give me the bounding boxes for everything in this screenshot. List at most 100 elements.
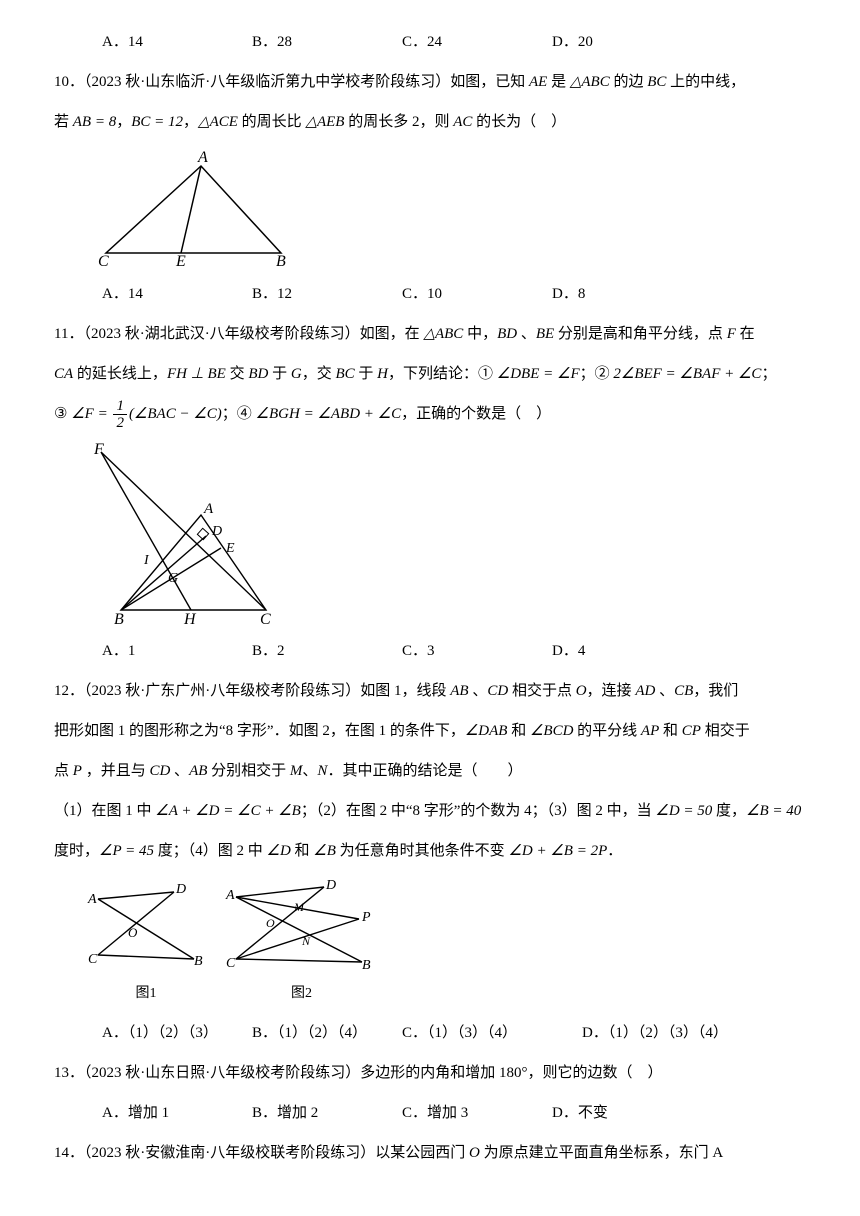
q12-t2: 、 xyxy=(469,683,488,699)
q12-line3: 点 P ，并且与 CD 、AB 分别相交于 M、N．其中正确的结论是（ ） xyxy=(54,753,806,789)
q11-line1: 11．（2023 秋·湖北武汉·八年级校考阶段练习）如图，在 △ABC 中，BD… xyxy=(54,316,806,352)
q11-t2: 中， xyxy=(463,326,497,342)
q10-t8: 的周长比 xyxy=(238,114,306,130)
q11-frac: 12 xyxy=(113,398,127,432)
q11-t11: 于 xyxy=(355,366,378,382)
q11-lbl-g: G xyxy=(168,571,178,586)
q9-opt-d: D．20 xyxy=(552,24,702,60)
q12-f2-p: P xyxy=(361,910,371,925)
q12-s1a: （1）在图 1 中 xyxy=(54,803,155,819)
q9-opt-b: B．28 xyxy=(252,24,402,60)
q11-frac-den: 2 xyxy=(113,415,127,432)
q11-lbl-f: F xyxy=(93,441,104,458)
q12-f2-a: A xyxy=(225,888,235,903)
q10-tri-ace: △ACE xyxy=(198,114,238,130)
q11-g: G xyxy=(291,366,302,382)
q12-t13: ，并且与 xyxy=(82,763,150,779)
q10-lbl-c: C xyxy=(98,253,109,268)
q11-t15: ③ xyxy=(54,406,71,422)
q12-t12: 点 xyxy=(54,763,73,779)
q12-ad: AD xyxy=(635,683,655,699)
q11-figure: F A D E I G B H C xyxy=(86,440,806,625)
q11-bd: BD xyxy=(497,326,517,342)
q12-s2e: ． xyxy=(607,843,622,859)
q14-t2: 为原点建立平面直角坐标系，东门 A xyxy=(480,1145,723,1161)
q10-t1: 10．（2023 秋·山东临沂·八年级临沂第九中学校考阶段练习）如图，已知 xyxy=(54,74,529,90)
q12-s1eq: ∠A + ∠D = ∠C + ∠B xyxy=(155,803,301,819)
q11-bc: BC xyxy=(335,366,354,382)
q10-opt-d: D．8 xyxy=(552,276,702,312)
q13-line1: 13．（2023 秋·山东日照·八年级校考阶段练习）多边形的内角和增加 180°… xyxy=(54,1055,806,1091)
q12-s1c: 度， xyxy=(712,803,746,819)
q10-t5: 若 xyxy=(54,114,73,130)
q11-options: A．1 B．2 C．3 D．4 xyxy=(54,633,806,669)
q10-figure: A C E B xyxy=(86,148,806,268)
q12-m: M xyxy=(290,763,303,779)
q10-tri-aeb: △AEB xyxy=(305,114,344,130)
q12-f1-o: O xyxy=(128,925,138,940)
q10-ae: AE xyxy=(529,74,547,90)
q11-t9: 于 xyxy=(268,366,291,382)
q11-frac-num: 1 xyxy=(113,398,127,416)
q11-lbl-i: I xyxy=(143,553,150,568)
q11-opt-a: A．1 xyxy=(102,633,252,669)
q12-f2-n: N xyxy=(301,934,311,948)
q10-opt-c: C．10 xyxy=(402,276,552,312)
q12-bcd: ∠BCD xyxy=(530,723,573,739)
q12-t16: 、 xyxy=(302,763,317,779)
q10-t6: ， xyxy=(116,114,131,130)
q12-angb: ∠B xyxy=(313,843,336,859)
q12-stmt2: 度时，∠P = 45 度；（4）图 2 中 ∠D 和 ∠B 为任意角时其他条件不… xyxy=(54,833,806,869)
q12-d50: ∠D = 50 xyxy=(655,803,712,819)
q12-s2c: 和 xyxy=(291,843,314,859)
q11-f: F xyxy=(727,326,736,342)
q12-opt-c: C．（1）（3）（4） xyxy=(402,1015,582,1051)
q12-s2d: 为任意角时其他条件不变 xyxy=(336,843,509,859)
q11-line2: CA 的延长线上，FH ⊥ BE 交 BD 于 G，交 BC 于 H，下列结论：… xyxy=(54,356,806,392)
q11-lbl-e: E xyxy=(225,541,235,556)
q12-b40: ∠B = 40 xyxy=(746,803,801,819)
q14-t1: 14．（2023 秋·安徽淮南·八年级校联考阶段练习）以某公园西门 xyxy=(54,1145,469,1161)
q11-eq4: ∠BGH = ∠ABD + ∠C xyxy=(256,406,402,422)
q12-angd: ∠D xyxy=(267,843,291,859)
q12-ap: AP xyxy=(641,723,659,739)
q9-opt-c: C．24 xyxy=(402,24,552,60)
q11-t12: ，下列结论：① xyxy=(388,366,497,382)
q11-eq1: ∠DBE = ∠F xyxy=(497,366,580,382)
q12-ab: AB xyxy=(450,683,468,699)
q10-t7: ， xyxy=(183,114,198,130)
q12-figure1: A D O C B 图1 xyxy=(86,877,206,1011)
q10-t4: 上的中线， xyxy=(666,74,745,90)
q11-be: BE xyxy=(536,326,554,342)
q12-f2-m: M xyxy=(293,900,305,914)
q10-ac: AC xyxy=(453,114,472,130)
q14-line1: 14．（2023 秋·安徽淮南·八年级校联考阶段练习）以某公园西门 O 为原点建… xyxy=(54,1135,806,1171)
q10-ab8: AB = 8 xyxy=(73,114,116,130)
q12-o: O xyxy=(576,683,587,699)
q12-f2-b: B xyxy=(362,958,371,973)
q12-opt-a: A．（1）（2）（3） xyxy=(102,1015,252,1051)
q10-tri-abc: △ABC xyxy=(570,74,610,90)
q11-lbl-b: B xyxy=(114,611,124,625)
q11-lbl-c: C xyxy=(260,611,271,625)
q10-t10: 的长为（ ） xyxy=(472,114,566,130)
q12-t15: 分别相交于 xyxy=(207,763,290,779)
q12-t3: 相交于点 xyxy=(508,683,576,699)
q11-h: H xyxy=(377,366,388,382)
q11-eq2: 2∠BEF = ∠BAF + ∠C xyxy=(613,366,761,382)
q12-p: P xyxy=(73,763,82,779)
q14-o: O xyxy=(469,1145,480,1161)
q12-figures: A D O C B 图1 A D M P O N C B 图2 xyxy=(86,877,806,1011)
q12-opt-d: D．（1）（2）（3）（4） xyxy=(582,1015,732,1051)
q11-eq3b: (∠BAC − ∠C) xyxy=(129,406,222,422)
q11-t5: 在 xyxy=(736,326,755,342)
q12-t6: ，我们 xyxy=(693,683,738,699)
q12-t5: 、 xyxy=(655,683,674,699)
q13-opt-a: A．增加 1 xyxy=(102,1095,252,1131)
q11-lbl-d: D xyxy=(211,524,222,539)
q11-lbl-h: H xyxy=(183,611,197,625)
q12-f1-c: C xyxy=(88,952,98,967)
q10-opt-a: A．14 xyxy=(102,276,252,312)
q12-s2b: 度；（4）图 2 中 xyxy=(154,843,267,859)
q12-opt-b: B．（1）（2）（4） xyxy=(252,1015,402,1051)
